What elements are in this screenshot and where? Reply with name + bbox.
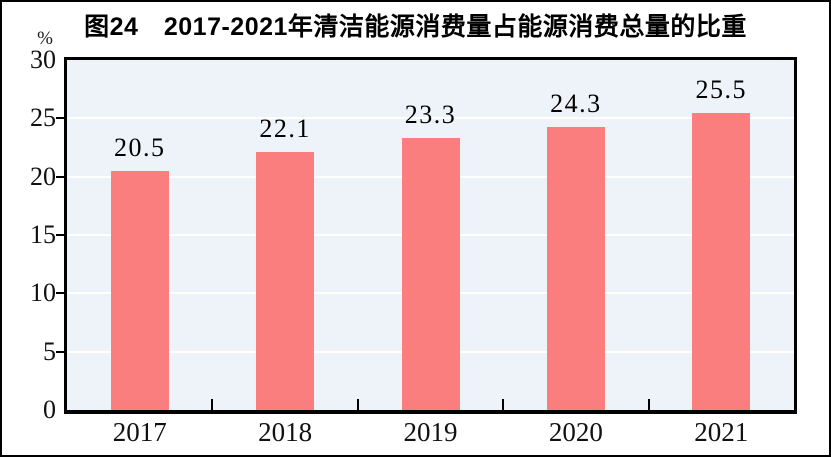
x-axis-tick-label: 2020 [548, 417, 603, 447]
y-axis-tick [56, 117, 64, 120]
y-axis-tick-label: 10 [30, 278, 56, 308]
bar-value-label: 24.3 [550, 88, 602, 118]
bar-value-label: 25.5 [695, 74, 748, 104]
x-axis-tick [356, 399, 359, 410]
y-axis-unit-label: % [37, 28, 53, 49]
x-axis-tick-label: 2019 [403, 417, 458, 447]
x-axis-tick-label: 2018 [258, 417, 313, 447]
y-axis-tick-label: 20 [30, 161, 56, 191]
y-axis-tick-label: 25 [30, 103, 56, 133]
x-axis-tick-label: 2021 [694, 417, 749, 447]
y-axis-tick-label: 0 [43, 395, 56, 424]
bar [110, 170, 169, 410]
bar [692, 112, 751, 410]
y-axis-tick [56, 350, 64, 353]
chart-title: 图24 2017-2021年清洁能源消费量占能源消费总量的比重 [84, 13, 747, 41]
y-axis-tick-label: 15 [30, 220, 56, 249]
x-axis-tick [502, 399, 505, 410]
y-axis-tick-label: 30 [30, 45, 56, 74]
plot-area: 20.5 22.1 23.3 24.3 25.5 [64, 57, 797, 414]
bar [546, 126, 605, 410]
x-axis-tick-label: 2017 [112, 417, 167, 447]
x-axis-tick [647, 399, 650, 410]
x-axis-tick [211, 399, 214, 410]
bar-value-label: 20.5 [113, 132, 166, 162]
bar [256, 152, 315, 410]
gridline [67, 117, 794, 120]
bar-value-label: 22.1 [259, 114, 311, 144]
bar-value-label: 23.3 [404, 100, 457, 130]
bar [401, 138, 460, 410]
y-axis-tick [56, 175, 64, 178]
y-axis-tick [56, 292, 64, 295]
y-axis-tick [56, 234, 64, 236]
y-axis-tick-label: 5 [43, 336, 56, 366]
